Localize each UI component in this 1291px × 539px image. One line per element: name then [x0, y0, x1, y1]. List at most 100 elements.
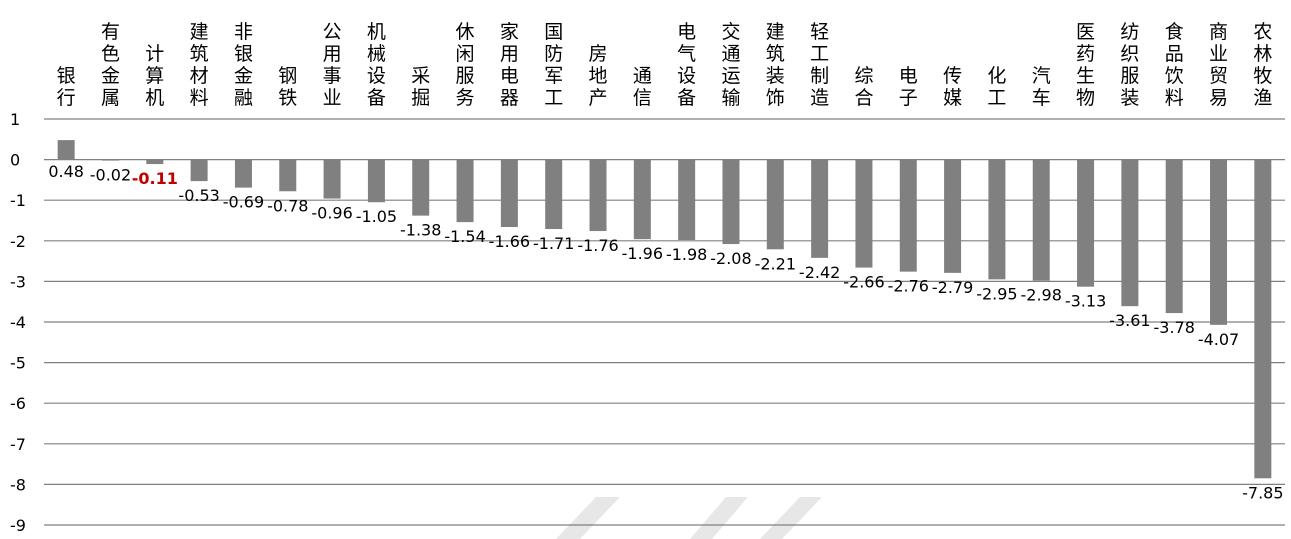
data-label: -3.78: [1153, 318, 1194, 337]
bar: [101, 159, 119, 161]
data-label: -4.07: [1198, 330, 1239, 349]
category-label: 房地产: [589, 43, 608, 109]
bar: [678, 159, 696, 240]
bar: [855, 159, 873, 268]
y-tick-label: -2: [10, 232, 26, 251]
bar: [545, 159, 563, 230]
data-label: -2.66: [843, 273, 884, 292]
category-label-text: 家用电器: [500, 21, 519, 109]
bar: [1077, 159, 1095, 287]
gridlines: [44, 118, 1285, 526]
watermark: [556, 497, 822, 539]
bar: [1165, 159, 1183, 314]
bar: [722, 159, 740, 245]
y-tick-label: -6: [10, 394, 26, 413]
category-label-text: 电子: [899, 65, 918, 109]
bar: [279, 159, 297, 192]
bar: [500, 159, 518, 227]
y-tick-label: -1: [10, 191, 26, 210]
data-label: -0.53: [178, 186, 219, 205]
category-label-text: 传媒: [943, 65, 962, 109]
data-label: -0.02: [90, 165, 131, 184]
category-label-text: 医药生物: [1076, 21, 1095, 109]
category-label: 电气设备: [677, 21, 696, 109]
category-label-text: 食品饮料: [1165, 21, 1184, 109]
data-label: -3.13: [1065, 292, 1106, 311]
bar: [811, 159, 829, 258]
bar: [1254, 159, 1272, 479]
data-label: -2.21: [755, 254, 796, 273]
category-label: 计算机: [145, 43, 164, 109]
bar: [1210, 159, 1228, 325]
category-label-text: 化工: [987, 65, 1006, 109]
category-label-text: 纺织服装: [1120, 21, 1139, 109]
data-label: -2.98: [1021, 286, 1062, 305]
category-label-text: 公用事业: [323, 21, 342, 109]
data-labels: 0.48 -0.02 -0.11-0.53 -0.69 -0.78 -0.96 -1.05-…: [48, 162, 1283, 502]
bar: [1032, 159, 1050, 281]
category-label: 通信: [633, 65, 652, 109]
bar: [190, 159, 208, 182]
bar: [367, 159, 385, 203]
category-label: 综合: [854, 65, 873, 109]
y-tick-label: 0: [10, 151, 20, 170]
category-label: 钢铁: [278, 65, 297, 109]
category-label: 建筑材料: [190, 21, 209, 109]
data-label: -1.66: [489, 232, 530, 251]
category-label-text: 商业贸易: [1209, 21, 1228, 109]
category-label-text: 银行: [57, 65, 76, 109]
data-label: -1.54: [444, 227, 485, 246]
category-label-text: 综合: [854, 65, 873, 109]
category-label: 化工: [987, 65, 1006, 109]
y-tick-label: -3: [10, 272, 26, 291]
data-label: -2.76: [888, 277, 929, 296]
bar: [234, 159, 252, 188]
data-label: 0.48: [48, 162, 84, 181]
category-label: 非银金融: [234, 21, 253, 109]
category-label: 建筑装饰: [766, 21, 785, 109]
category-label-text: 汽车: [1032, 65, 1051, 109]
category-label: 国防军工: [544, 21, 563, 109]
category-label: 电子: [899, 65, 918, 109]
category-label: 纺织服装: [1120, 21, 1139, 109]
category-label: 有色金属: [101, 21, 120, 109]
category-label: 医药生物: [1076, 21, 1095, 109]
y-tick-label: -9: [10, 516, 26, 535]
bar: [899, 159, 917, 272]
data-label: -2.08: [710, 249, 751, 268]
bar: [323, 159, 341, 199]
category-label: 农林牧渔: [1253, 21, 1272, 109]
data-label: -0.11: [132, 169, 178, 188]
category-label-text: 计算机: [145, 43, 164, 109]
category-label-text: 机械设备: [367, 21, 386, 109]
category-label-text: 轻工制造: [810, 21, 829, 109]
category-label-text: 电气设备: [677, 21, 696, 109]
category-label: 商业贸易: [1209, 21, 1228, 109]
category-label: 汽车: [1032, 65, 1051, 109]
category-label-text: 休闲服务: [456, 21, 475, 109]
data-label: -1.98: [666, 245, 707, 264]
category-label-text: 建筑装饰: [766, 21, 785, 109]
data-label: -1.76: [577, 236, 618, 255]
category-label: 机械设备: [367, 21, 386, 109]
bar: [412, 159, 430, 216]
category-label-text: 非银金融: [234, 21, 253, 109]
category-label-text: 农林牧渔: [1253, 21, 1272, 109]
category-label-text: 交通运输: [721, 21, 740, 109]
category-label: 食品饮料: [1165, 21, 1184, 109]
y-tick-label: -7: [10, 435, 26, 454]
bar: [589, 159, 607, 232]
data-label: -7.85: [1242, 483, 1283, 502]
data-label: -1.38: [400, 221, 441, 240]
data-label: -1.71: [533, 234, 574, 253]
category-label-text: 国防军工: [544, 21, 563, 109]
category-label-text: 有色金属: [101, 21, 120, 109]
y-tick-label: 1: [10, 110, 20, 129]
bars: [57, 140, 1272, 479]
category-label-text: 通信: [633, 65, 652, 109]
category-label: 家用电器: [500, 21, 519, 109]
category-label: 银行: [57, 65, 76, 109]
data-label: -1.05: [356, 207, 397, 226]
